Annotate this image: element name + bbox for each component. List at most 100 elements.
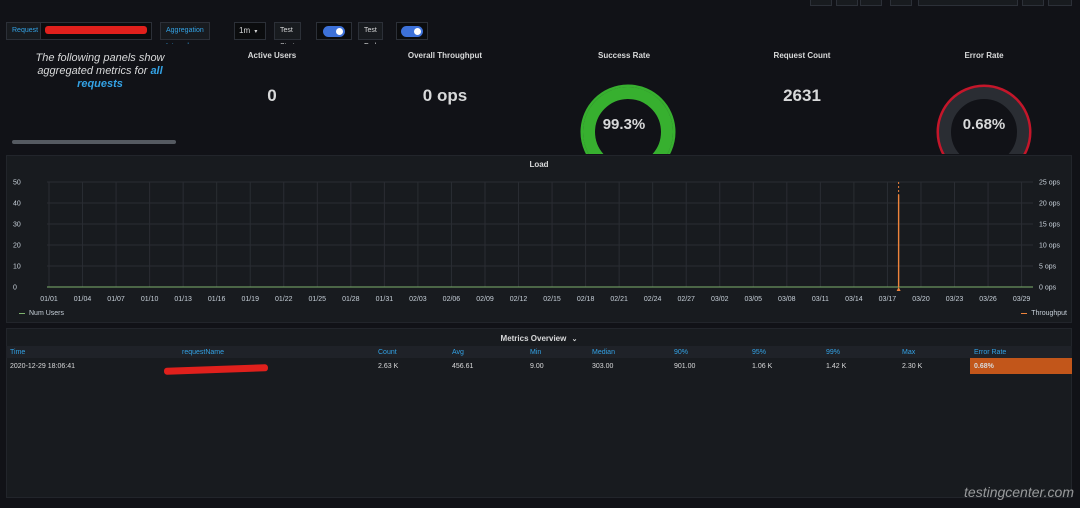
stat-value: 2631 xyxy=(783,86,821,105)
column-header[interactable]: requestName xyxy=(178,346,374,358)
x-tick-label: 01/25 xyxy=(309,296,327,303)
x-tick-label: 02/12 xyxy=(510,296,528,303)
y-left-tick-label: 0 xyxy=(13,285,17,292)
info-text: The following panels show aggregated met… xyxy=(16,52,184,91)
gauge-value: 99.3% xyxy=(602,116,646,133)
x-tick-label: 03/20 xyxy=(912,296,930,303)
toolbar-button[interactable] xyxy=(860,0,882,6)
request-variable-select[interactable] xyxy=(40,22,152,40)
table-cell: 9.00 xyxy=(530,362,544,370)
legend-swatch xyxy=(1021,312,1028,314)
x-tick-label: 02/06 xyxy=(443,296,461,303)
chevron-down-icon: ▾ xyxy=(254,29,258,35)
load-panel: Load 0 0 ops 10 5 ops 20 10 ops 30 15 ops 40 20 o… xyxy=(6,155,1072,323)
x-tick-label: 03/23 xyxy=(946,296,964,303)
aggregation-interval-label: Aggregation Interval xyxy=(160,22,210,50)
y-right-tick-label: 5 ops xyxy=(1039,264,1057,271)
table-row[interactable]: 2020-12-29 18:06:41 2.63 K 456.61 9.00 303.0… xyxy=(6,358,1072,374)
column-header[interactable]: Max xyxy=(898,346,970,358)
table-cell: 2020-12-29 18:06:41 xyxy=(10,362,75,370)
test-end-toggle[interactable] xyxy=(401,26,423,37)
table-cell: 2.63 K xyxy=(378,362,399,370)
column-header[interactable]: 90% xyxy=(670,346,748,358)
legend-label: Num Users xyxy=(29,310,65,317)
table-cell: 1.06 K xyxy=(752,362,773,370)
column-header[interactable]: Avg xyxy=(448,346,526,358)
y-right-tick-label: 10 ops xyxy=(1039,243,1061,250)
legend-label: Throughput xyxy=(1031,310,1067,317)
x-tick-label: 01/13 xyxy=(174,296,192,303)
table-cell: 456.61 xyxy=(452,362,474,370)
y-left-tick-label: 50 xyxy=(13,180,21,187)
x-tick-label: 01/16 xyxy=(208,296,226,303)
x-tick-label: 02/15 xyxy=(543,296,561,303)
toolbar-button[interactable] xyxy=(810,0,832,6)
x-tick-label: 03/08 xyxy=(778,296,796,303)
column-header[interactable]: Error Rate xyxy=(970,346,1072,358)
table-cell: 1.42 K xyxy=(826,362,847,370)
x-tick-label: 01/10 xyxy=(141,296,159,303)
x-tick-label: 03/11 xyxy=(812,296,829,303)
toolbar-button[interactable] xyxy=(1022,0,1044,6)
time-range-picker[interactable] xyxy=(918,0,1018,6)
panel-title: Overall Throughput xyxy=(407,51,483,60)
legend-num-users[interactable]: Num Users xyxy=(19,310,64,317)
horizontal-scrollbar[interactable] xyxy=(12,140,176,144)
toolbar-button[interactable] xyxy=(836,0,858,6)
metrics-table: Time requestName Count Avg Min Median 90% 95% 99… xyxy=(6,346,1072,374)
load-chart: 0 0 ops 10 5 ops 20 10 ops 30 15 ops 40 20 ops 50 2… xyxy=(13,180,1061,304)
legend-swatch xyxy=(19,312,25,314)
table-cell: 901.00 xyxy=(674,362,696,370)
test-start-label: Test Start xyxy=(274,22,301,50)
error-rate-gauge xyxy=(936,84,1032,154)
x-tick-label: 02/21 xyxy=(610,296,628,303)
x-tick-label: 01/04 xyxy=(74,296,92,303)
y-left-tick-label: 10 xyxy=(13,264,21,271)
table-header-row: Time requestName Count Avg Min Median 90% 95% 99… xyxy=(6,346,1072,358)
y-left-tick-label: 40 xyxy=(13,201,21,208)
x-tick-label: 03/29 xyxy=(1013,296,1031,303)
legend-throughput[interactable]: Throughput xyxy=(1021,310,1067,317)
error-rate-panel: Error Rate 0.68% xyxy=(896,44,1072,154)
chevron-down-icon: ⌄ xyxy=(571,336,578,343)
x-tick-label: 01/22 xyxy=(275,296,293,303)
column-header[interactable]: Median xyxy=(588,346,670,358)
test-end-toggle-wrap xyxy=(396,22,428,40)
stat-value: 0 xyxy=(267,86,277,105)
aggregation-interval-value: 1m xyxy=(239,26,251,35)
x-tick-label: 02/27 xyxy=(677,296,695,303)
panel-title[interactable]: Metrics Overview ⌄ xyxy=(7,334,1071,343)
toolbar-button[interactable] xyxy=(1048,0,1072,6)
success-rate-gauge xyxy=(580,84,676,154)
column-header[interactable]: Min xyxy=(526,346,588,358)
redacted-mark xyxy=(45,26,147,34)
panel-title: Error Rate xyxy=(964,51,1004,60)
annotation-triangle[interactable] xyxy=(896,287,901,291)
gauge-threshold-band xyxy=(580,84,676,154)
column-header[interactable]: Time xyxy=(6,346,178,358)
gauge-value-arc xyxy=(583,87,673,154)
test-start-toggle[interactable] xyxy=(323,26,345,37)
watermark: testingcenter.com xyxy=(964,484,1074,500)
x-tick-label: 02/09 xyxy=(476,296,494,303)
y-right-tick-label: 20 ops xyxy=(1039,201,1061,208)
toolbar-button[interactable] xyxy=(890,0,912,6)
panel-title: Success Rate xyxy=(597,51,651,60)
x-tick-label: 02/03 xyxy=(409,296,427,303)
panel-title[interactable]: Load xyxy=(529,160,549,169)
stat-value: 0 ops xyxy=(422,86,468,105)
gauge-threshold-band xyxy=(936,84,1032,154)
column-header[interactable]: 99% xyxy=(822,346,898,358)
x-tick-label: 03/26 xyxy=(979,296,997,303)
x-tick-label: 01/19 xyxy=(241,296,259,303)
aggregation-interval-select[interactable]: 1m ▾ xyxy=(234,22,266,40)
info-text-highlight[interactable]: all requests xyxy=(77,65,163,90)
info-panel: The following panels show aggregated met… xyxy=(6,44,182,150)
column-header[interactable]: 95% xyxy=(748,346,822,358)
y-right-tick-label: 25 ops xyxy=(1039,180,1061,187)
gauge-track xyxy=(939,87,1029,154)
x-tick-label: 01/07 xyxy=(107,296,125,303)
success-rate-panel: Success Rate 99.3% xyxy=(534,44,714,154)
column-header[interactable]: Count xyxy=(374,346,448,358)
x-tick-label: 02/24 xyxy=(644,296,662,303)
